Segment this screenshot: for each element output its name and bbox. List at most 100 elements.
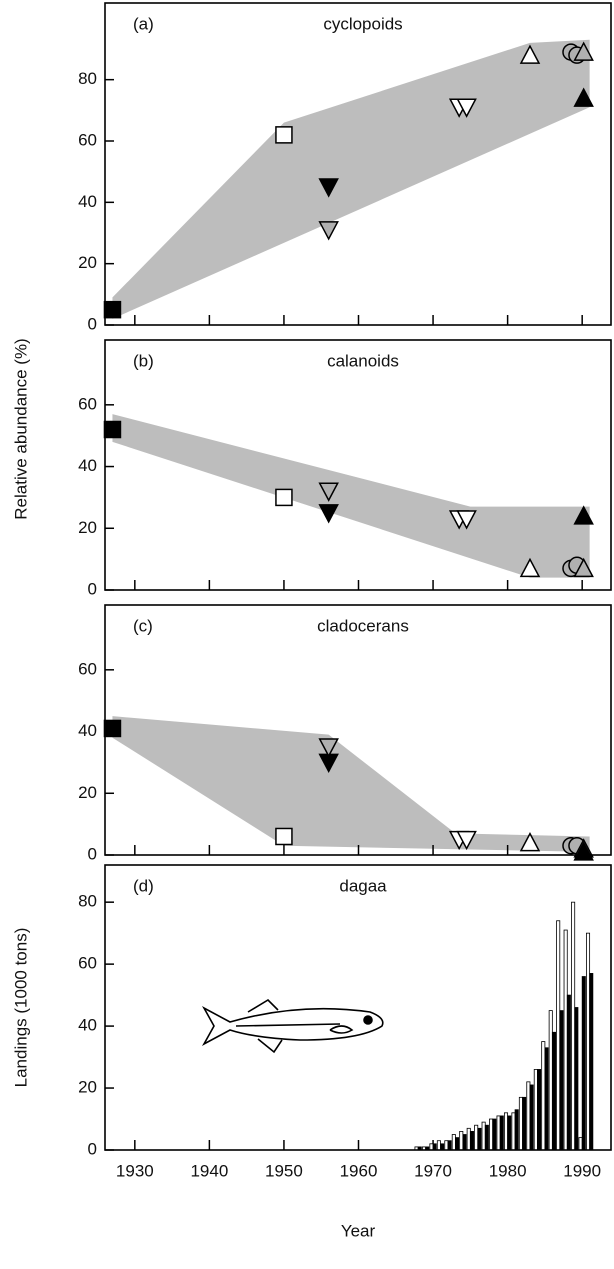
x-tick-label: 1970 [414, 1161, 452, 1180]
down-triangle-marker [318, 504, 339, 524]
bar [574, 1007, 579, 1151]
square-marker [275, 827, 293, 846]
y-tick-label: 0 [88, 1139, 97, 1158]
bar [571, 901, 576, 1151]
bar [544, 1047, 549, 1151]
x-axis-label: Year [341, 1221, 376, 1240]
bar [447, 1140, 452, 1151]
bar [548, 1010, 553, 1151]
down-triangle-marker [318, 738, 339, 758]
bar [484, 1124, 489, 1151]
bar [474, 1124, 479, 1151]
panel-label: (c) [133, 616, 153, 635]
up-triangle-marker [573, 41, 594, 61]
bar [462, 1134, 467, 1151]
bar [499, 1115, 504, 1151]
bar [451, 1134, 456, 1151]
y-tick-label: 60 [78, 659, 97, 678]
bar [511, 1112, 516, 1151]
y-tick-label: 80 [78, 69, 97, 88]
bar [589, 973, 594, 1151]
square-marker [275, 488, 293, 507]
y-tick-label: 60 [78, 394, 97, 413]
y-tick-label: 20 [78, 253, 97, 272]
envelope-area [112, 716, 590, 852]
bar [559, 1010, 564, 1151]
x-tick-label: 1960 [340, 1161, 378, 1180]
y-tick-label: 60 [78, 954, 97, 973]
square-marker [103, 420, 122, 439]
panel-title: calanoids [327, 351, 399, 370]
bar [514, 1109, 519, 1151]
y-tick-label: 40 [78, 456, 97, 475]
bar [469, 1131, 474, 1151]
bar [529, 1084, 534, 1151]
y-tick-label: 40 [78, 721, 97, 740]
down-triangle-marker [318, 221, 339, 241]
bar [586, 932, 591, 1151]
bar [563, 929, 568, 1151]
down-triangle-marker [318, 482, 339, 502]
bar [481, 1121, 486, 1151]
bar [489, 1118, 494, 1151]
panel-label: (b) [133, 351, 154, 370]
y-tick-label: 20 [78, 518, 97, 537]
y-tick-label: 0 [88, 844, 97, 863]
bar [496, 1115, 501, 1151]
x-tick-label: 1950 [265, 1161, 303, 1180]
y-tick-label: 20 [78, 783, 97, 802]
square-marker [103, 719, 122, 738]
bar [444, 1140, 449, 1151]
x-tick-label: 1940 [190, 1161, 228, 1180]
bar [432, 1143, 437, 1151]
up-triangle-marker [573, 557, 594, 578]
bar [533, 1069, 538, 1151]
up-triangle-marker [519, 832, 541, 852]
bar [436, 1140, 441, 1151]
y-tick-label: 80 [78, 892, 97, 911]
panel-label: (d) [133, 876, 154, 895]
bar [455, 1137, 460, 1151]
bar [518, 1096, 523, 1151]
bar [466, 1127, 471, 1151]
bar [537, 1069, 542, 1151]
y-tick-label: 60 [78, 130, 97, 149]
x-tick-label: 1990 [563, 1161, 601, 1180]
bar [551, 1031, 556, 1151]
bar [522, 1096, 527, 1151]
down-triangle-marker [456, 830, 477, 851]
square-marker [275, 126, 293, 144]
y-axis-label: Landings (1000 tons) [11, 928, 30, 1088]
up-triangle-marker [519, 44, 541, 64]
bar [440, 1143, 445, 1151]
bar [507, 1115, 512, 1151]
x-tick-label: 1930 [116, 1161, 154, 1180]
panel-title: cyclopoids [323, 14, 402, 33]
bar [578, 1137, 583, 1151]
y-axis-label: Relative abundance (%) [11, 338, 30, 519]
y-tick-label: 0 [88, 579, 97, 598]
plot-frame [104, 2, 612, 326]
y-tick-label: 40 [78, 1016, 97, 1035]
envelope-area [112, 39, 590, 319]
up-triangle-marker [573, 505, 594, 525]
bar [556, 920, 561, 1151]
bar [492, 1118, 497, 1151]
bar [503, 1112, 509, 1151]
envelope-area [112, 414, 590, 578]
up-triangle-marker [573, 87, 594, 107]
fish-icon [201, 998, 384, 1054]
down-triangle-marker [318, 178, 339, 198]
panel-title: cladocerans [317, 616, 409, 635]
bar [541, 1041, 546, 1151]
bar [459, 1131, 464, 1151]
y-tick-label: 20 [78, 1078, 97, 1097]
bar [581, 976, 586, 1151]
bar [429, 1143, 434, 1151]
down-triangle-marker [456, 98, 477, 118]
bar [477, 1127, 482, 1151]
x-tick-label: 1980 [489, 1161, 527, 1180]
plot-frame [104, 604, 612, 856]
